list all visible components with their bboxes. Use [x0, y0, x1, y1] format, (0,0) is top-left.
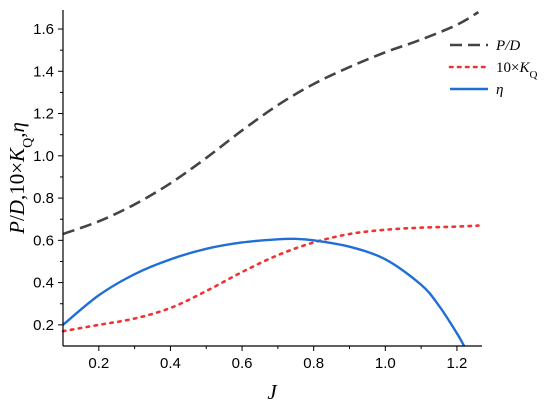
x-tick-label: 0.2 [88, 355, 109, 372]
y-tick-label: 1.2 [33, 106, 54, 123]
series-line-eta [62, 237, 466, 347]
y-tick-label: 0.8 [33, 190, 54, 207]
series-line-kq [61, 224, 480, 333]
x-tick-label: 1.0 [375, 355, 396, 372]
y-tick-label: 1.0 [33, 148, 54, 165]
legend-entry: η [496, 82, 503, 98]
y-tick-label: 0.2 [33, 317, 54, 334]
x-tick-label: 0.6 [232, 355, 253, 372]
y-tick-label: 0.6 [33, 232, 54, 249]
x-tick-label: 0.4 [160, 355, 181, 372]
legend: P/D 10×KQη [448, 38, 537, 98]
legend-entry: 10×KQ [496, 60, 537, 81]
x-tick-label: 1.2 [447, 355, 468, 372]
y-tick-label: 1.4 [33, 63, 54, 80]
y-tick-label: 1.6 [33, 21, 54, 38]
legend-entry: P/D [495, 38, 520, 54]
x-axis-label: J [267, 380, 278, 404]
y-tick-label: 0.4 [33, 275, 54, 292]
series-line-pd [62, 10, 480, 236]
y-axis-label: P/D,10×KQ,η [5, 122, 36, 235]
x-tick-label: 0.8 [303, 355, 324, 372]
